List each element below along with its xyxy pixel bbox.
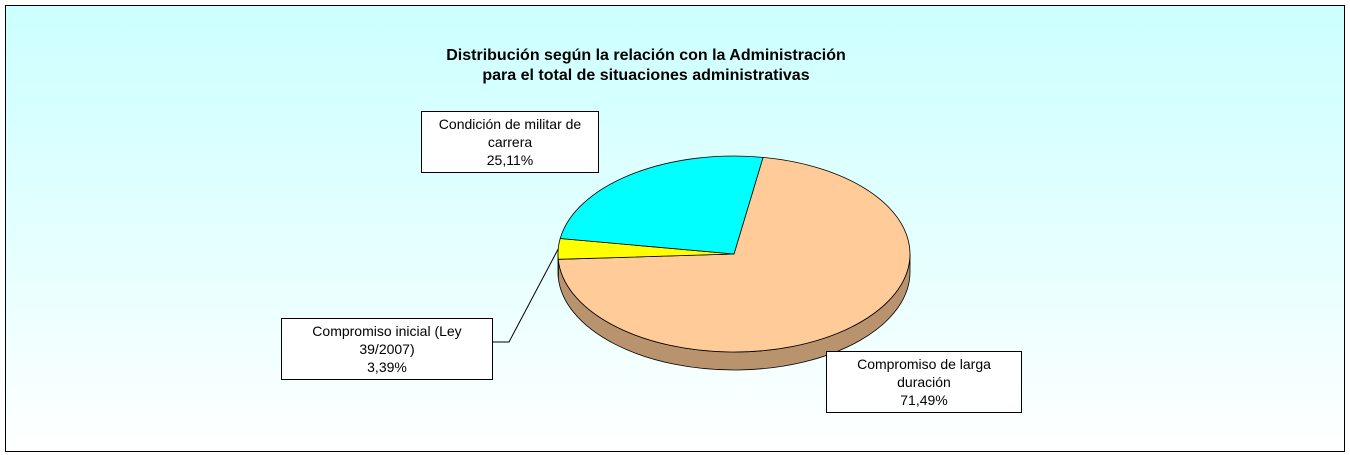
label-text: Compromiso de larga duración: [857, 356, 991, 390]
label-text: 3,39%: [367, 359, 407, 375]
data-label: Condición de militar de carrera 25,11%: [421, 111, 599, 173]
label-text: 25,11%: [486, 152, 534, 168]
chart-title: Distribución según la relación con la Ad…: [446, 47, 846, 84]
label-text: Compromiso inicial (Ley 39/2007): [312, 323, 462, 357]
chart: Distribución según la relación con la Ad…: [5, 5, 1345, 452]
data-label: Compromiso de larga duración 71,49%: [826, 351, 1022, 413]
slice: [559, 155, 764, 255]
slice: [557, 156, 911, 353]
leader-line: [493, 248, 559, 343]
label-text: 71,49%: [900, 392, 948, 408]
pie-area: [493, 155, 911, 371]
data-label: Compromiso inicial (Ley 39/2007) 3,39%: [281, 318, 493, 380]
label-text: Condición de militar de carrera: [438, 116, 582, 150]
